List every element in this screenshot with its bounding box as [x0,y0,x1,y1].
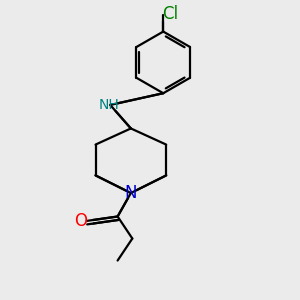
Text: N: N [124,184,137,202]
Text: Cl: Cl [163,5,179,23]
Text: O: O [74,212,87,230]
Text: NH: NH [98,98,119,112]
